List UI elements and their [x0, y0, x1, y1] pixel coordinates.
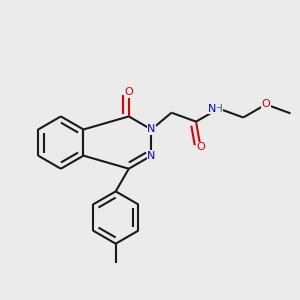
Text: O: O [124, 87, 133, 98]
Text: N: N [147, 124, 156, 134]
Text: N: N [147, 151, 156, 160]
Text: O: O [262, 99, 270, 110]
Text: H: H [215, 103, 223, 113]
Text: O: O [196, 142, 205, 152]
Text: N: N [208, 103, 216, 113]
